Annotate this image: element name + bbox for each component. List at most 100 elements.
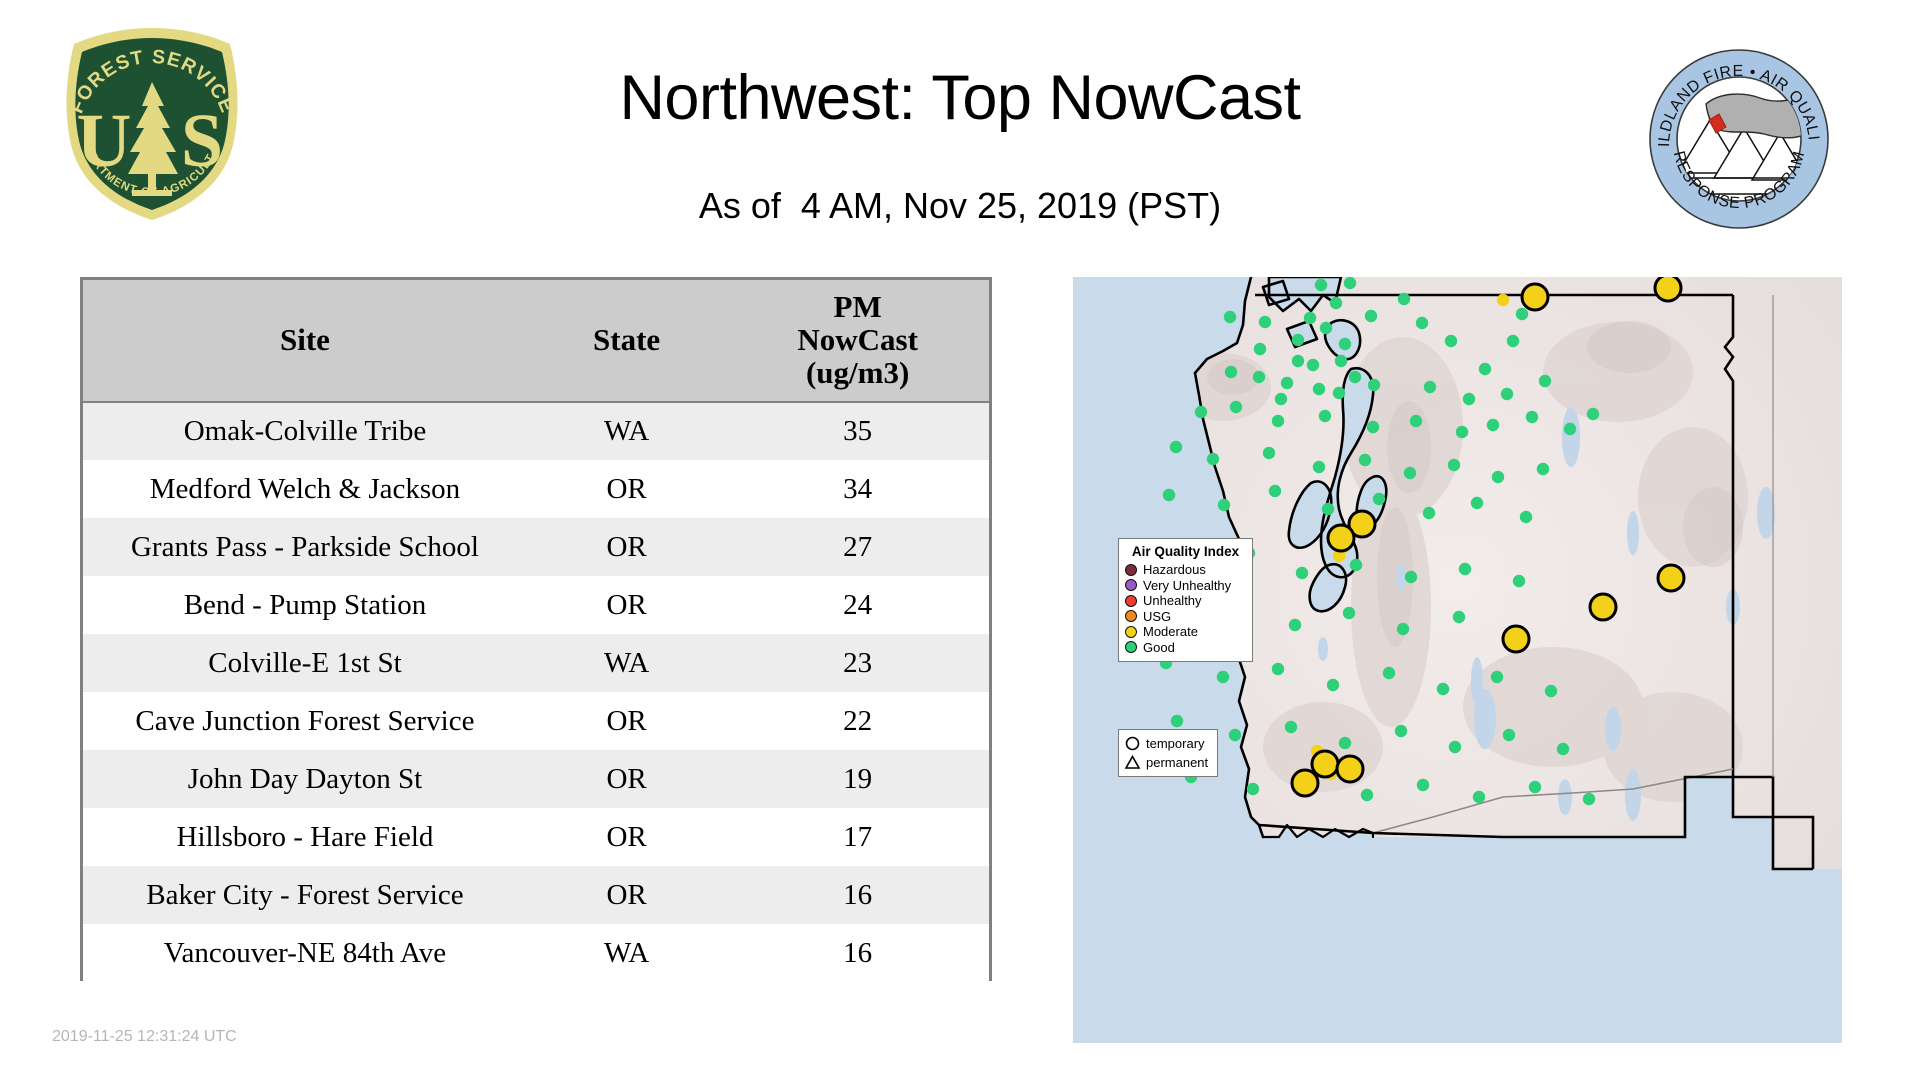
table-header-row: Site State PM NowCast (ug/m3) bbox=[83, 280, 989, 403]
site-cell: Baker City - Forest Service bbox=[83, 866, 527, 924]
monitor-marker-good bbox=[1472, 790, 1486, 804]
table-row[interactable]: Baker City - Forest Service OR 16 bbox=[83, 866, 989, 924]
monitor-type-permanent: permanent bbox=[1124, 753, 1212, 772]
state-cell: WA bbox=[526, 634, 727, 692]
table-head: Site State PM NowCast (ug/m3) bbox=[83, 280, 989, 403]
table-row[interactable]: Omak-Colville Tribe WA 35 bbox=[83, 402, 989, 460]
site-cell: Omak-Colville Tribe bbox=[83, 402, 527, 460]
monitor-marker-good bbox=[1436, 682, 1450, 696]
monitor-marker-good bbox=[1169, 440, 1183, 454]
table-row[interactable]: Vancouver-NE 84th Ave WA 16 bbox=[83, 924, 989, 982]
monitor-marker-good bbox=[1525, 410, 1539, 424]
top-site-marker[interactable] bbox=[1501, 624, 1531, 654]
table-row[interactable]: Bend - Pump Station OR 24 bbox=[83, 576, 989, 634]
monitor-marker-good bbox=[1246, 782, 1260, 796]
top-site-marker[interactable] bbox=[1290, 768, 1320, 798]
monitor-marker-good bbox=[1519, 510, 1533, 524]
monitor-marker-good bbox=[1262, 446, 1276, 460]
monitor-marker-good bbox=[1462, 392, 1476, 406]
monitor-marker-good bbox=[1291, 354, 1305, 368]
top-site-marker[interactable] bbox=[1588, 592, 1618, 622]
aqi-legend-row: Moderate bbox=[1125, 624, 1246, 640]
pm-value-cell: 16 bbox=[726, 866, 989, 924]
generated-timestamp: 2019-11-25 12:31:24 UTC bbox=[52, 1028, 237, 1045]
table-row[interactable]: John Day Dayton St OR 19 bbox=[83, 750, 989, 808]
table-row[interactable]: Colville-E 1st St WA 23 bbox=[83, 634, 989, 692]
top-site-marker[interactable] bbox=[1347, 509, 1377, 539]
monitor-marker-good bbox=[1563, 422, 1577, 436]
table-row[interactable]: Grants Pass - Parkside School OR 27 bbox=[83, 518, 989, 576]
aqi-legend-label: Moderate bbox=[1143, 624, 1198, 640]
top-site-marker[interactable] bbox=[1656, 563, 1686, 593]
state-cell: OR bbox=[526, 518, 727, 576]
monitor-marker-good bbox=[1455, 425, 1469, 439]
pm-header-line-3: (ug/m3) bbox=[805, 354, 910, 390]
pm-value-cell: 17 bbox=[726, 808, 989, 866]
monitor-marker-good bbox=[1394, 724, 1408, 738]
site-cell: John Day Dayton St bbox=[83, 750, 527, 808]
state-cell: WA bbox=[526, 924, 727, 982]
monitor-marker-good bbox=[1252, 370, 1266, 384]
monitor-marker-good bbox=[1284, 720, 1298, 734]
aqi-legend-label: Good bbox=[1143, 639, 1175, 655]
monitor-marker-good bbox=[1491, 470, 1505, 484]
aqi-swatch-icon bbox=[1125, 579, 1137, 592]
state-cell: OR bbox=[526, 692, 727, 750]
pm-value-cell: 16 bbox=[726, 924, 989, 982]
monitor-marker-good bbox=[1372, 492, 1386, 506]
aqi-legend-row: Very Unhealthy bbox=[1125, 578, 1246, 594]
air-quality-map[interactable]: Air Quality Index Hazardous Very Unhealth… bbox=[1073, 277, 1842, 1043]
monitor-marker-good bbox=[1444, 334, 1458, 348]
table-row[interactable]: Cave Junction Forest Service OR 22 bbox=[83, 692, 989, 750]
monitor-marker-good bbox=[1423, 380, 1437, 394]
site-cell: Vancouver-NE 84th Ave bbox=[83, 924, 527, 982]
monitor-type-temporary-label: temporary bbox=[1146, 736, 1205, 751]
site-cell: Colville-E 1st St bbox=[83, 634, 527, 692]
monitor-marker-good bbox=[1396, 622, 1410, 636]
monitor-marker-moderate bbox=[1332, 549, 1346, 563]
monitor-marker-good bbox=[1582, 792, 1596, 806]
circle-icon bbox=[1125, 736, 1140, 751]
top-nowcast-site-markers[interactable] bbox=[1290, 277, 1686, 798]
triangle-icon bbox=[1124, 754, 1141, 769]
aqi-swatch-icon bbox=[1125, 625, 1137, 638]
top-site-marker[interactable] bbox=[1326, 523, 1356, 553]
pm-value-cell: 35 bbox=[726, 402, 989, 460]
monitor-type-legend: temporary permanent bbox=[1118, 729, 1218, 777]
top-site-marker[interactable] bbox=[1520, 282, 1550, 312]
top-site-marker[interactable] bbox=[1335, 754, 1365, 784]
monitor-marker-good bbox=[1470, 496, 1484, 510]
pm-value-cell: 24 bbox=[726, 576, 989, 634]
monitor-marker-good bbox=[1478, 362, 1492, 376]
top-site-marker[interactable] bbox=[1653, 277, 1683, 303]
monitor-marker-good bbox=[1318, 409, 1332, 423]
monitor-type-permanent-label: permanent bbox=[1146, 755, 1209, 770]
site-cell: Grants Pass - Parkside School bbox=[83, 518, 527, 576]
monitor-marker-good bbox=[1342, 606, 1356, 620]
monitor-marker-good bbox=[1448, 740, 1462, 754]
monitor-marker-good bbox=[1258, 315, 1272, 329]
aqi-swatch-icon bbox=[1125, 563, 1137, 576]
column-header-site[interactable]: Site bbox=[83, 280, 527, 403]
monitor-marker-good bbox=[1528, 780, 1542, 794]
column-header-state[interactable]: State bbox=[526, 280, 727, 403]
monitor-marker-good bbox=[1502, 728, 1516, 742]
monitor-marker-good bbox=[1329, 296, 1343, 310]
monitor-marker-good bbox=[1422, 506, 1436, 520]
column-header-pm-nowcast[interactable]: PM NowCast (ug/m3) bbox=[726, 280, 989, 403]
monitor-marker-good bbox=[1274, 392, 1288, 406]
state-cell: OR bbox=[526, 808, 727, 866]
table-row[interactable]: Hillsboro - Hare Field OR 17 bbox=[83, 808, 989, 866]
site-cell: Cave Junction Forest Service bbox=[83, 692, 527, 750]
monitor-marker-good bbox=[1338, 337, 1352, 351]
aqi-legend-title: Air Quality Index bbox=[1131, 544, 1240, 559]
table-row[interactable]: Medford Welch & Jackson OR 34 bbox=[83, 460, 989, 518]
monitor-marker-good bbox=[1367, 378, 1381, 392]
top-site-marker[interactable] bbox=[1310, 749, 1340, 779]
page-title: Northwest: Top NowCast bbox=[619, 63, 1301, 133]
monitor-marker-good bbox=[1348, 370, 1362, 384]
monitor-marker-good bbox=[1349, 558, 1363, 572]
monitor-marker-good bbox=[1358, 453, 1372, 467]
monitor-marker-good bbox=[1360, 788, 1374, 802]
